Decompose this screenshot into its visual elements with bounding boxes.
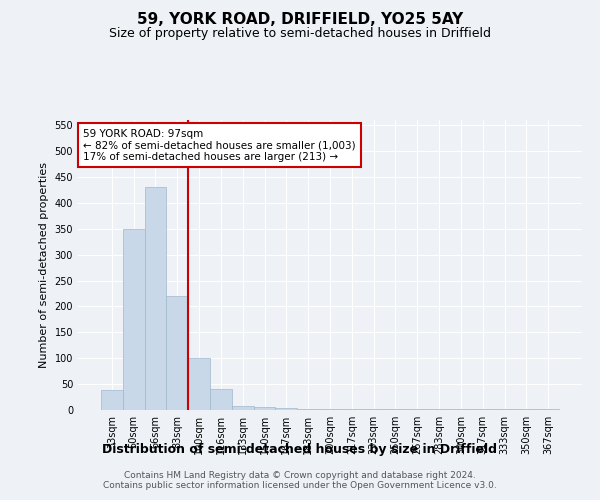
- Text: 59 YORK ROAD: 97sqm
← 82% of semi-detached houses are smaller (1,003)
17% of sem: 59 YORK ROAD: 97sqm ← 82% of semi-detach…: [83, 128, 356, 162]
- Text: 59, YORK ROAD, DRIFFIELD, YO25 5AY: 59, YORK ROAD, DRIFFIELD, YO25 5AY: [137, 12, 463, 28]
- Y-axis label: Number of semi-detached properties: Number of semi-detached properties: [39, 162, 49, 368]
- Text: Size of property relative to semi-detached houses in Driffield: Size of property relative to semi-detach…: [109, 28, 491, 40]
- Bar: [297, 409, 319, 410]
- Bar: [101, 390, 123, 410]
- Bar: [123, 229, 145, 410]
- Bar: [275, 408, 297, 410]
- Bar: [188, 358, 210, 410]
- Text: Distribution of semi-detached houses by size in Driffield: Distribution of semi-detached houses by …: [103, 442, 497, 456]
- Bar: [232, 406, 254, 410]
- Bar: [210, 390, 232, 410]
- Text: Contains HM Land Registry data © Crown copyright and database right 2024.
Contai: Contains HM Land Registry data © Crown c…: [103, 470, 497, 490]
- Bar: [254, 408, 275, 410]
- Bar: [145, 188, 166, 410]
- Bar: [166, 296, 188, 410]
